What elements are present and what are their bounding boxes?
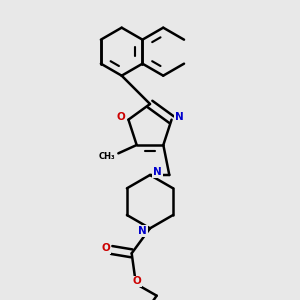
Text: O: O bbox=[101, 243, 110, 253]
Text: O: O bbox=[132, 276, 141, 286]
Text: N: N bbox=[138, 226, 147, 236]
Text: N: N bbox=[175, 112, 183, 122]
Text: CH₃: CH₃ bbox=[99, 152, 116, 161]
Text: O: O bbox=[117, 112, 125, 122]
Text: N: N bbox=[153, 167, 162, 177]
